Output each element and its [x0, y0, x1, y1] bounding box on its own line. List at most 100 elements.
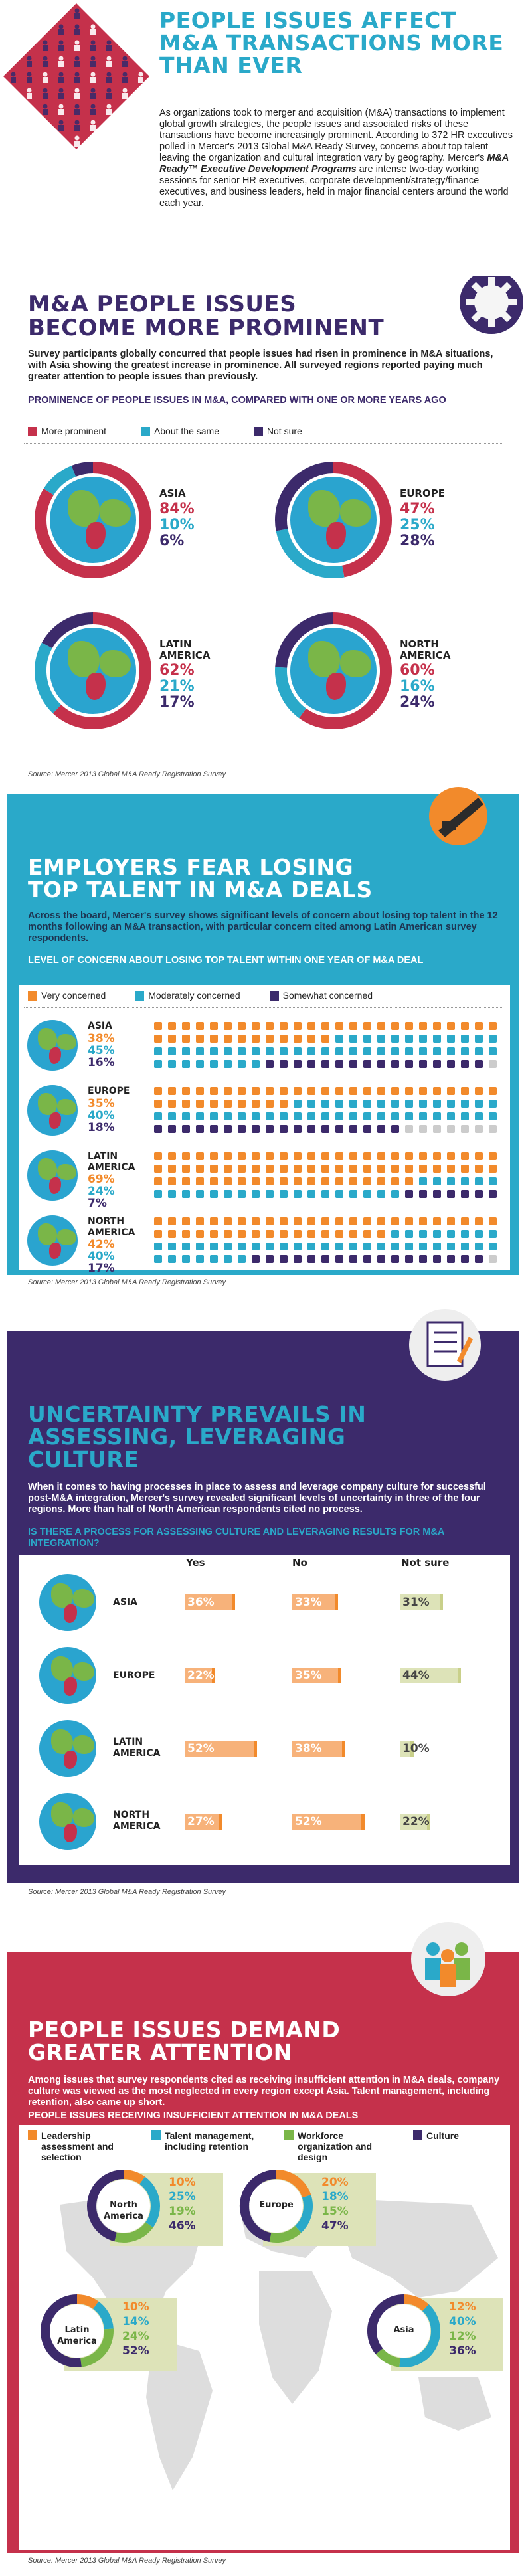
culture-region-latam: LATIN AMERICA [113, 1737, 161, 1759]
talent-square [168, 1190, 176, 1198]
talent-square [461, 1060, 469, 1068]
culture-bar-na-0 [185, 1814, 222, 1830]
talent-square [335, 1230, 343, 1238]
talent-square [294, 1255, 302, 1263]
talent-square [154, 1022, 162, 1030]
talent-square [433, 1230, 441, 1238]
talent-square [349, 1217, 357, 1225]
attention-value: 12% [449, 2300, 476, 2314]
talent-square [210, 1243, 218, 1250]
talent-square [266, 1100, 274, 1108]
talent-square [224, 1112, 232, 1120]
talent-square [182, 1022, 190, 1030]
talent-square [321, 1230, 329, 1238]
talent-square [224, 1047, 232, 1055]
talent-square [475, 1243, 483, 1250]
attention-slice [276, 2170, 311, 2198]
legend-talent: Talent management, including retention [165, 2130, 254, 2152]
talent-square [335, 1112, 343, 1120]
talent-region-europe: EUROPE [88, 1086, 130, 1096]
talent-square [224, 1087, 232, 1095]
talent-square [447, 1165, 455, 1173]
legend-more: More prominent [41, 426, 107, 436]
talent-square [391, 1165, 399, 1173]
talent-square [154, 1035, 162, 1043]
talent-square [475, 1125, 483, 1133]
attention-value: 36% [449, 2344, 476, 2358]
talent-square [210, 1022, 218, 1030]
talent-square [280, 1255, 288, 1263]
talent-square [475, 1152, 483, 1160]
talent-value-na-1: 40% [88, 1250, 115, 1263]
talent-square [335, 1177, 343, 1185]
talent-square [419, 1087, 427, 1095]
talent-square [168, 1100, 176, 1108]
globe-icon [288, 626, 379, 716]
talent-square [238, 1060, 246, 1068]
s4-text: Among issues that survey respondents cit… [28, 2075, 500, 2108]
talent-square [224, 1190, 232, 1198]
talent-square [363, 1255, 371, 1263]
attention-value: 12% [449, 2330, 476, 2343]
talent-square [154, 1230, 162, 1238]
section-culture: UNCERTAINTY PREVAILS IN ASSESSING, LEVER… [0, 1305, 526, 1919]
talent-square [280, 1060, 288, 1068]
globe-icon [25, 1213, 80, 1268]
attention-value: 20% [321, 2176, 349, 2189]
talent-square [405, 1022, 413, 1030]
talent-square [391, 1112, 399, 1120]
globe-icon [48, 475, 138, 565]
talent-square [307, 1165, 315, 1173]
globe-icon [25, 1083, 80, 1138]
talent-square [196, 1100, 204, 1108]
talent-square [433, 1243, 441, 1250]
talent-square [252, 1035, 260, 1043]
talent-square [238, 1035, 246, 1043]
talent-square [405, 1087, 413, 1095]
talent-square [224, 1152, 232, 1160]
talent-square [405, 1190, 413, 1198]
talent-square [489, 1165, 497, 1173]
talent-square [489, 1152, 497, 1160]
talent-square [252, 1255, 260, 1263]
talent-square [405, 1165, 413, 1173]
talent-square [252, 1087, 260, 1095]
talent-square [419, 1255, 427, 1263]
talent-square [363, 1047, 371, 1055]
value-asia-2: 6% [159, 533, 185, 549]
attention-region: North America [104, 2200, 143, 2221]
talent-square [405, 1047, 413, 1055]
donut-slice-latam-2 [41, 612, 94, 649]
talent-square [294, 1217, 302, 1225]
talent-square [405, 1152, 413, 1160]
attention-donut [367, 2294, 440, 2367]
talent-square [280, 1217, 288, 1225]
talent-square [419, 1243, 427, 1250]
s1-text: Survey participants globally concurred t… [28, 349, 493, 382]
talent-square [489, 1230, 497, 1238]
col-notsure: Not sure [401, 1557, 450, 1569]
globe-icon [25, 1148, 80, 1203]
talent-square [307, 1047, 315, 1055]
talent-square [363, 1243, 371, 1250]
talent-square [280, 1243, 288, 1250]
s3-subtitle: IS THERE A PROCESS FOR ASSESSING CULTURE… [28, 1527, 444, 1549]
talent-square [377, 1190, 385, 1198]
talent-square [224, 1230, 232, 1238]
talent-square [266, 1047, 274, 1055]
value-na-2: 24% [400, 694, 435, 711]
culture-bar-na-2 [400, 1814, 431, 1830]
value-latam-2: 17% [159, 694, 195, 711]
talent-value-europe-2: 18% [88, 1121, 115, 1134]
talent-square [280, 1087, 288, 1095]
talent-square [294, 1152, 302, 1160]
talent-square [349, 1243, 357, 1250]
talent-square [363, 1165, 371, 1173]
attention-slice [114, 2221, 153, 2243]
talent-square [154, 1060, 162, 1068]
attention-value: 46% [169, 2219, 196, 2233]
donut-slice-asia-0 [35, 462, 151, 578]
talent-square [252, 1243, 260, 1250]
talent-square [307, 1060, 315, 1068]
talent-square [280, 1112, 288, 1120]
